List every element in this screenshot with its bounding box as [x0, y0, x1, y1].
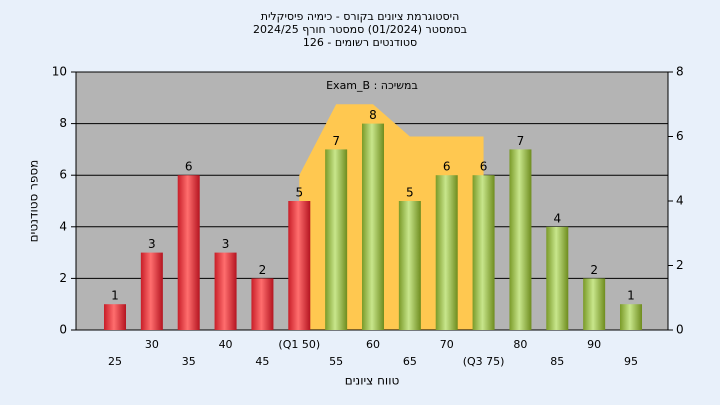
x-tick-label: 35 — [182, 355, 196, 368]
title-line: בסמסטר (01/2024) סמסטר חורף 2024/25 — [253, 23, 467, 36]
data-label: 4 — [553, 211, 561, 225]
data-label: 7 — [517, 134, 525, 148]
x-tick-label: 45 — [255, 355, 269, 368]
data-label: 2 — [259, 263, 267, 277]
data-label: 3 — [148, 237, 156, 251]
x-tick-label: 60 — [366, 338, 380, 351]
bar — [214, 252, 237, 330]
bar — [325, 149, 348, 330]
data-label: 6 — [443, 160, 451, 174]
x-tick-label: 30 — [145, 338, 159, 351]
data-label: 6 — [480, 160, 488, 174]
data-label: 1 — [111, 289, 119, 303]
x-tick-label: 65 — [403, 355, 417, 368]
y-axis-label: מספר סטודנטים — [27, 160, 41, 243]
x-tick-label: 55 — [329, 355, 343, 368]
bar — [398, 201, 421, 330]
bar — [546, 226, 569, 330]
bar — [251, 278, 274, 330]
data-label: 7 — [332, 134, 340, 148]
y-tick-label: 0 — [59, 323, 67, 337]
data-label: 8 — [369, 108, 377, 122]
y2-tick-label: 6 — [676, 129, 684, 143]
bar — [177, 175, 200, 330]
data-label: 3 — [222, 237, 230, 251]
y-tick-label: 4 — [59, 219, 67, 233]
y-tick-label: 10 — [52, 65, 67, 79]
x-tick-label: 90 — [587, 338, 601, 351]
bar — [620, 304, 642, 330]
y2-tick-label: 4 — [676, 194, 684, 208]
bar — [140, 252, 163, 330]
title-line: סטודנטים רשומים - 126 — [303, 36, 417, 49]
y-tick-label: 6 — [59, 168, 67, 182]
y-tick-label: 8 — [59, 116, 67, 130]
annotation: Exam_B : במשיכה — [326, 79, 418, 92]
data-label: 6 — [185, 160, 193, 174]
bar — [509, 149, 532, 330]
x-axis-label: טווח ציונים — [345, 374, 400, 388]
bar — [362, 123, 384, 330]
x-tick-label: 40 — [219, 338, 233, 351]
x-tick-label: 85 — [550, 355, 564, 368]
x-tick-label: 80 — [513, 338, 527, 351]
x-tick-label: 70 — [440, 338, 454, 351]
data-label: 5 — [406, 186, 414, 200]
x-tick-label: (Q3 75) — [463, 355, 505, 368]
y2-tick-label: 8 — [676, 65, 684, 79]
x-tick-label: (Q1 50) — [278, 338, 320, 351]
y2-tick-label: 2 — [676, 258, 684, 272]
bar — [288, 201, 311, 330]
bar — [583, 278, 606, 330]
data-label: 5 — [295, 186, 303, 200]
data-label: 2 — [590, 263, 598, 277]
bar — [104, 304, 126, 330]
bar — [472, 175, 495, 330]
x-tick-label: 25 — [108, 355, 122, 368]
bar — [435, 175, 458, 330]
title-line: היסטוגרמת ציונים בקורס - כימיה פיסיקלית — [261, 10, 460, 23]
data-label: 1 — [627, 289, 635, 303]
y2-tick-label: 0 — [676, 323, 684, 337]
x-tick-label: 95 — [624, 355, 638, 368]
y-tick-label: 2 — [59, 271, 67, 285]
